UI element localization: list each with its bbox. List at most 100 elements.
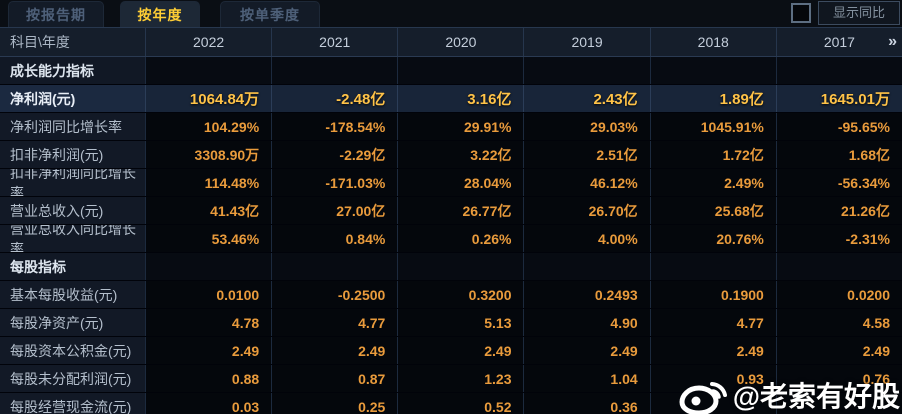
row-value: 1064.84万: [145, 85, 272, 112]
row-label: 成长能力指标: [0, 57, 145, 84]
row-value: 26.70亿: [523, 197, 650, 224]
year-header-2017[interactable]: 2017 »: [775, 28, 902, 56]
row-value: 20.76%: [649, 225, 776, 252]
year-header-2020[interactable]: 2020: [397, 28, 523, 56]
row-value: [649, 253, 776, 280]
tab-by-single-quarter[interactable]: 按单季度: [220, 1, 320, 27]
table-body: 成长能力指标 净利润(元) 1064.84万 -2.48亿 3.16亿 2.43…: [0, 57, 902, 414]
table-header-row: 科目\年度 2022 2021 2020 2019 2018 2017 »: [0, 28, 902, 57]
row-value: [649, 393, 776, 414]
table-row[interactable]: 净利润(元) 1064.84万 -2.48亿 3.16亿 2.43亿 1.89亿…: [0, 85, 902, 112]
row-value: 4.77: [649, 309, 776, 336]
row-value: 4.00%: [523, 225, 650, 252]
row-value: 0.2493: [523, 281, 650, 308]
row-value: -2.31%: [775, 225, 902, 252]
table-row[interactable]: 扣非净利润(元) 3308.90万 -2.29亿 3.22亿 2.51亿 1.7…: [0, 141, 902, 168]
row-value: -0.2500: [271, 281, 398, 308]
row-value: [775, 393, 902, 414]
row-value: 3.22亿: [397, 141, 524, 168]
row-value: [397, 57, 524, 84]
row-label: 每股净资产(元): [0, 309, 145, 336]
row-value: 46.12%: [523, 169, 650, 196]
table-row[interactable]: 扣非净利润同比增长率 114.48% -171.03% 28.04% 46.12…: [0, 169, 902, 196]
row-value: 4.58: [775, 309, 902, 336]
row-value: 1045.91%: [649, 113, 776, 140]
row-value: 1.04: [523, 365, 650, 392]
year-header-2018[interactable]: 2018: [649, 28, 776, 56]
row-value: 0.1900: [649, 281, 776, 308]
row-label: 每股指标: [0, 253, 145, 280]
table-row[interactable]: 每股净资产(元) 4.78 4.77 5.13 4.90 4.77 4.58: [0, 309, 902, 336]
table-row[interactable]: 每股未分配利润(元) 0.88 0.87 1.23 1.04 0.93 0.76: [0, 365, 902, 392]
row-value: -178.54%: [271, 113, 398, 140]
year-header-label: 2017: [823, 34, 855, 50]
row-value: -2.29亿: [271, 141, 398, 168]
row-value: [271, 57, 398, 84]
row-value: 5.13: [397, 309, 524, 336]
row-label: 营业总收入同比增长率: [0, 225, 145, 252]
row-value: 4.78: [145, 309, 272, 336]
row-value: -171.03%: [271, 169, 398, 196]
row-value: 114.48%: [145, 169, 272, 196]
row-value: 104.29%: [145, 113, 272, 140]
more-years-chevron-icon[interactable]: »: [888, 33, 897, 50]
table-row[interactable]: 营业总收入(元) 41.43亿 27.00亿 26.77亿 26.70亿 25.…: [0, 197, 902, 224]
row-value: 0.76: [775, 365, 902, 392]
row-value: [523, 253, 650, 280]
row-value: 4.90: [523, 309, 650, 336]
show-yoy-checkbox[interactable]: [791, 3, 811, 23]
row-value: 2.49%: [649, 169, 776, 196]
table-row[interactable]: 营业总收入同比增长率 53.46% 0.84% 0.26% 4.00% 20.7…: [0, 225, 902, 252]
row-value: 0.84%: [271, 225, 398, 252]
row-label: 每股未分配利润(元): [0, 365, 145, 392]
row-label: 扣非净利润(元): [0, 141, 145, 168]
row-value: 0.52: [397, 393, 524, 414]
row-value: 0.03: [145, 393, 272, 414]
row-value: 1645.01万: [775, 85, 902, 112]
row-value: 0.3200: [397, 281, 524, 308]
row-value: 41.43亿: [145, 197, 272, 224]
row-value: -56.34%: [775, 169, 902, 196]
row-value: 2.49: [271, 337, 398, 364]
table-row[interactable]: 净利润同比增长率 104.29% -178.54% 29.91% 29.03% …: [0, 113, 902, 140]
period-tabbar: 按报告期 按年度 按单季度 显示同比: [0, 0, 902, 28]
row-label: 每股经营现金流(元): [0, 393, 145, 414]
row-value: 0.0100: [145, 281, 272, 308]
row-value: 1.68亿: [775, 141, 902, 168]
row-value: 0.26%: [397, 225, 524, 252]
row-value: [397, 253, 524, 280]
row-value: 3308.90万: [145, 141, 272, 168]
row-value: 2.51亿: [523, 141, 650, 168]
yoy-controls: 显示同比: [791, 1, 902, 27]
table-row[interactable]: 基本每股收益(元) 0.0100 -0.2500 0.3200 0.2493 0…: [0, 281, 902, 308]
year-header-2021[interactable]: 2021: [271, 28, 397, 56]
year-header-2022[interactable]: 2022: [145, 28, 271, 56]
row-value: 1.72亿: [649, 141, 776, 168]
row-value: [523, 57, 650, 84]
row-value: 1.89亿: [649, 85, 776, 112]
tab-by-report-period[interactable]: 按报告期: [8, 1, 104, 27]
row-value: -2.48亿: [271, 85, 398, 112]
table-row[interactable]: 每股经营现金流(元) 0.03 0.25 0.52 0.36: [0, 393, 902, 414]
show-yoy-button[interactable]: 显示同比: [818, 1, 900, 25]
row-value: 0.0200: [775, 281, 902, 308]
row-value: 0.87: [271, 365, 398, 392]
table-row[interactable]: 每股指标: [0, 253, 902, 280]
row-value: 0.88: [145, 365, 272, 392]
row-value: -95.65%: [775, 113, 902, 140]
row-value: 2.43亿: [523, 85, 650, 112]
row-label: 营业总收入(元): [0, 197, 145, 224]
row-value: [145, 57, 272, 84]
row-value: 0.93: [649, 365, 776, 392]
table-row[interactable]: 成长能力指标: [0, 57, 902, 84]
row-label: 基本每股收益(元): [0, 281, 145, 308]
tab-by-year[interactable]: 按年度: [120, 1, 200, 27]
row-value: 3.16亿: [397, 85, 524, 112]
row-value: [271, 253, 398, 280]
row-value: 2.49: [523, 337, 650, 364]
row-value: 27.00亿: [271, 197, 398, 224]
year-header-2019[interactable]: 2019: [523, 28, 649, 56]
row-value: 2.49: [397, 337, 524, 364]
table-row[interactable]: 每股资本公积金(元) 2.49 2.49 2.49 2.49 2.49 2.49: [0, 337, 902, 364]
